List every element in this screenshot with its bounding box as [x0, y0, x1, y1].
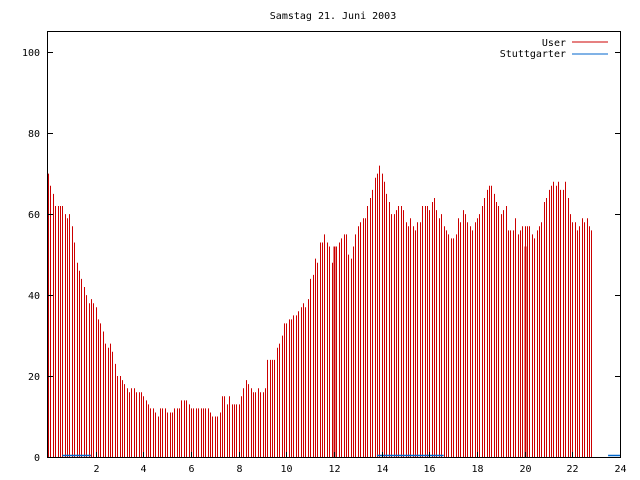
x-tick-label: 24	[614, 464, 626, 475]
y-tick-label: 20	[28, 372, 40, 383]
x-tick-label: 12	[328, 464, 340, 475]
x-tick-label: 22	[566, 464, 578, 475]
x-tick-label: 18	[471, 464, 483, 475]
marker-layer	[62, 246, 620, 457]
y-tick-label: 100	[22, 48, 40, 59]
legend-label-user: User	[542, 38, 566, 49]
legend-label-stuttgarter: Stuttgarter	[500, 49, 566, 60]
x-axis: 2 4 6 8 10 12 14 16 18 20 22 24	[93, 452, 627, 475]
x-tick-label: 10	[280, 464, 292, 475]
x-tick-label: 20	[519, 464, 531, 475]
x-tick-label: 14	[376, 464, 388, 475]
x-tick-label: 8	[236, 464, 242, 475]
x-tick-label: 2	[93, 464, 99, 475]
x-tick-label: 16	[423, 464, 435, 475]
y-tick-label: 40	[28, 291, 40, 302]
y-tick-label: 0	[34, 453, 40, 464]
plot-frame	[47, 31, 621, 458]
legend: User Stuttgarter	[500, 38, 608, 60]
x-tick-label: 4	[140, 464, 146, 475]
chart-title: Samstag 21. Juni 2003	[270, 11, 396, 22]
y-axis: 0 20 40 60 80 100	[22, 48, 620, 464]
bar-series	[48, 165, 592, 457]
y-tick-label: 80	[28, 129, 40, 140]
y-tick-label: 60	[28, 210, 40, 221]
x-tick-label: 6	[188, 464, 194, 475]
